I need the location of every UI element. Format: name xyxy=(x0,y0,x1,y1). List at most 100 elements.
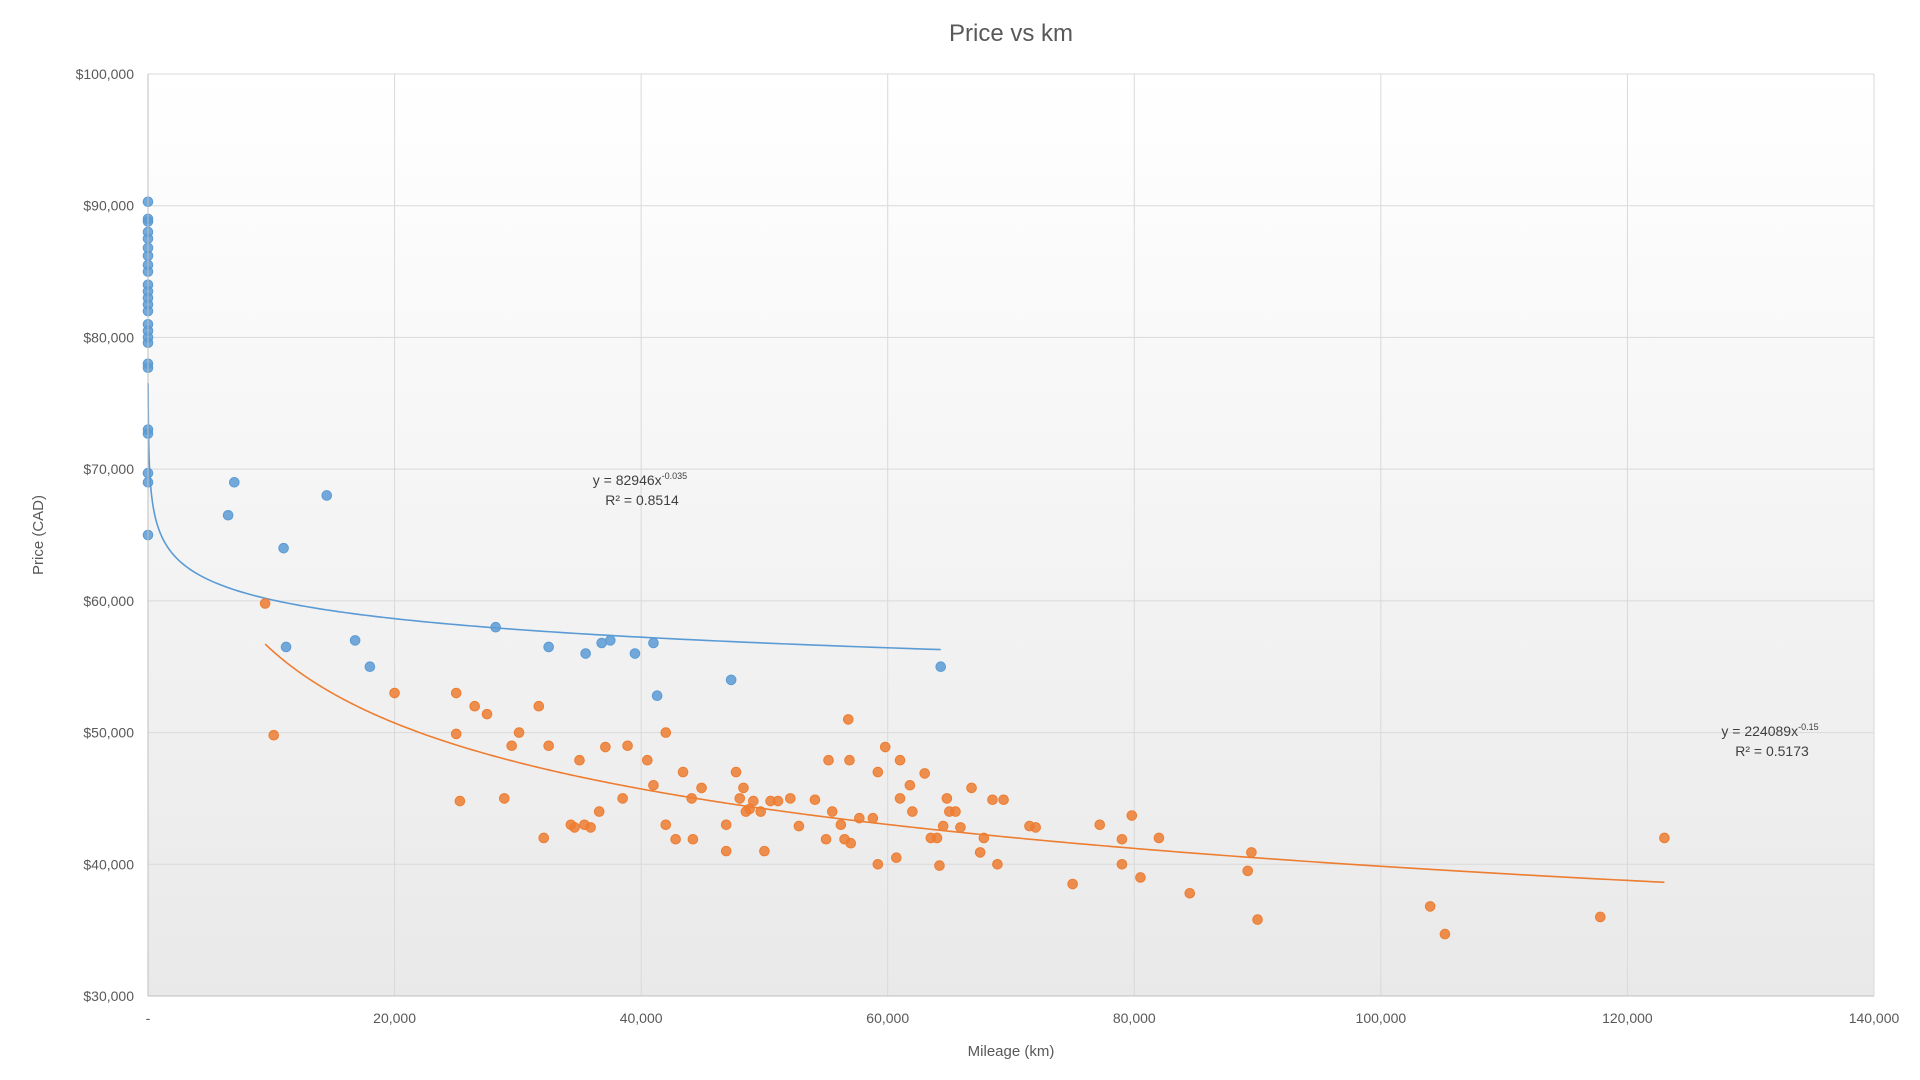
data-point-series-2 xyxy=(987,794,998,806)
data-point-series-2 xyxy=(734,793,746,804)
data-point-series-2 xyxy=(513,727,525,738)
data-points xyxy=(142,196,1670,940)
y-tick-label: $90,000 xyxy=(83,198,134,214)
data-point-series-2 xyxy=(931,832,943,844)
data-point-series-2 xyxy=(450,687,462,699)
data-point-series-2 xyxy=(1116,833,1128,845)
data-point-series-2 xyxy=(617,793,628,804)
data-point-series-2 xyxy=(934,860,945,871)
data-point-series-2 xyxy=(1153,832,1165,844)
data-point-series-2 xyxy=(1439,928,1451,940)
data-point-series-1 xyxy=(935,661,947,673)
data-point-series-2 xyxy=(533,700,545,712)
equation-text: y = 82946x xyxy=(593,472,662,488)
data-point-series-2 xyxy=(955,822,966,833)
data-point-series-2 xyxy=(1424,901,1436,912)
data-point-series-2 xyxy=(1246,847,1257,858)
plot-area xyxy=(148,74,1874,996)
data-point-series-2 xyxy=(600,741,611,753)
data-point-series-2 xyxy=(720,819,732,831)
data-point-series-2 xyxy=(268,729,280,741)
data-point-series-1 xyxy=(605,635,616,646)
data-point-series-1 xyxy=(321,490,333,501)
data-point-series-2 xyxy=(894,754,906,766)
data-point-series-2 xyxy=(823,754,834,766)
data-point-series-2 xyxy=(677,766,689,778)
data-point-series-1 xyxy=(278,542,289,554)
data-point-series-2 xyxy=(793,820,805,832)
data-point-series-2 xyxy=(998,794,1009,806)
data-point-series-2 xyxy=(687,833,699,845)
data-point-series-2 xyxy=(389,687,400,699)
data-point-series-2 xyxy=(891,852,902,864)
x-tick-label: 60,000 xyxy=(866,1010,909,1026)
data-point-series-2 xyxy=(842,714,854,725)
data-point-series-1 xyxy=(651,690,663,701)
data-point-series-2 xyxy=(966,782,977,794)
data-point-series-2 xyxy=(450,728,462,740)
data-point-series-2 xyxy=(1184,887,1196,899)
x-tick-label: 100,000 xyxy=(1356,1010,1407,1026)
x-tick-label: 20,000 xyxy=(373,1010,416,1026)
data-point-series-2 xyxy=(755,806,767,817)
data-point-series-1 xyxy=(543,641,554,653)
chart-title: Price vs km xyxy=(949,20,1073,47)
data-point-series-2 xyxy=(593,806,605,817)
data-point-series-2 xyxy=(660,727,672,738)
data-point-series-2 xyxy=(1126,810,1138,821)
trendline-equation-1: y = 82946x-0.035 xyxy=(593,471,687,488)
data-point-series-1 xyxy=(596,637,607,649)
data-point-series-2 xyxy=(845,837,857,849)
data-point-series-1 xyxy=(629,648,641,659)
data-point-series-2 xyxy=(937,820,949,832)
data-point-series-2 xyxy=(648,779,659,791)
x-axis-title: Mileage (km) xyxy=(968,1043,1055,1060)
labels: Price vs km Mileage (km) Price (CAD) xyxy=(30,20,1073,1060)
x-tick-label: 40,000 xyxy=(620,1010,663,1026)
x-tick-label: - xyxy=(146,1010,151,1026)
data-point-series-2 xyxy=(574,754,585,766)
data-point-series-2 xyxy=(538,832,550,844)
data-point-series-2 xyxy=(1135,872,1146,883)
y-tick-label: $30,000 xyxy=(83,988,134,1004)
data-point-series-1 xyxy=(490,621,501,633)
data-point-series-2 xyxy=(894,793,906,804)
data-point-series-2 xyxy=(585,822,596,833)
y-tick-label: $80,000 xyxy=(83,329,134,345)
gridlines xyxy=(148,73,1875,996)
equation-exponent: -0.035 xyxy=(662,471,688,481)
data-point-series-2 xyxy=(454,795,466,807)
data-point-series-2 xyxy=(820,833,832,845)
trendline-equations: y = 82946x-0.035 R² = 0.8514 y = 224089x -0… xyxy=(593,471,1819,759)
data-point-series-2 xyxy=(1030,822,1041,833)
data-point-series-2 xyxy=(992,858,1003,870)
data-point-series-2 xyxy=(569,822,580,833)
trendline-r-squared-1: R² = 0.8514 xyxy=(605,492,679,508)
data-point-series-2 xyxy=(907,806,918,817)
trendline-r-squared-2: R² = 0.5173 xyxy=(1735,743,1809,759)
data-point-series-2 xyxy=(835,819,847,831)
data-point-series-2 xyxy=(941,793,953,804)
data-point-series-2 xyxy=(1595,911,1606,923)
data-point-series-2 xyxy=(660,819,672,831)
data-point-series-1 xyxy=(280,641,292,653)
data-point-series-2 xyxy=(469,700,481,712)
y-tick-label: $60,000 xyxy=(83,593,134,609)
data-point-series-2 xyxy=(622,740,633,752)
x-tick-label: 120,000 xyxy=(1602,1010,1653,1026)
data-point-series-1 xyxy=(725,674,737,686)
data-point-series-2 xyxy=(844,754,855,766)
equation-text: y = 224089x xyxy=(1721,723,1798,739)
data-point-series-2 xyxy=(1067,878,1078,890)
data-point-series-2 xyxy=(950,806,961,817)
y-tick-label: $40,000 xyxy=(83,856,134,872)
data-point-series-1 xyxy=(229,477,240,488)
data-point-series-2 xyxy=(826,806,838,817)
data-point-series-2 xyxy=(879,741,891,753)
data-point-series-2 xyxy=(759,845,770,857)
data-point-series-2 xyxy=(720,845,732,857)
data-point-series-2 xyxy=(696,782,707,794)
data-point-series-2 xyxy=(867,812,879,824)
data-point-series-2 xyxy=(686,793,697,804)
